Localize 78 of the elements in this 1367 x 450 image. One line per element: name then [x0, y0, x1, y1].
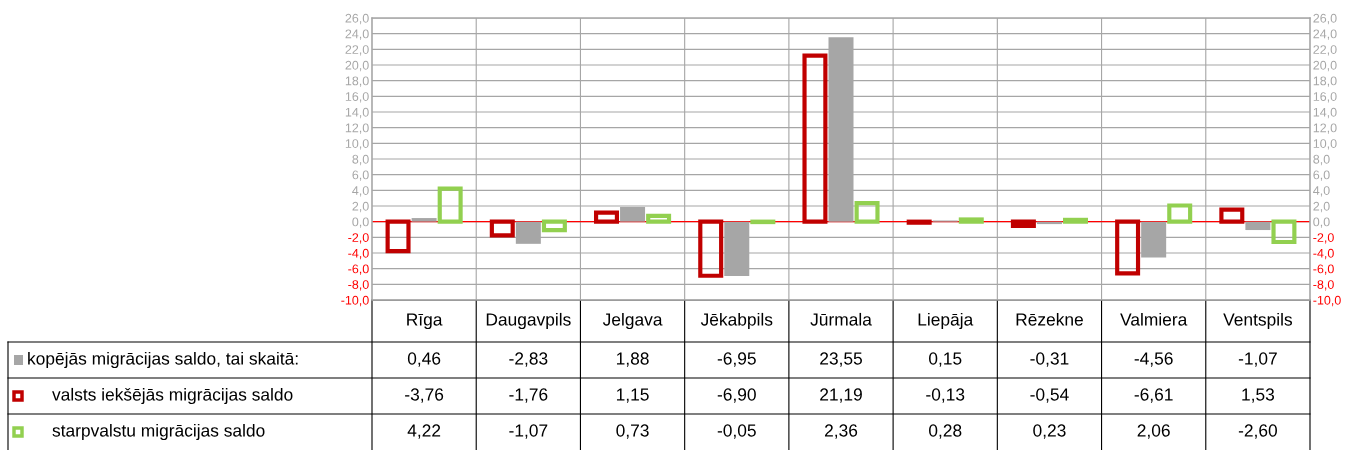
y2-tick-label: -4,0	[1313, 248, 1334, 260]
y2-tick-label: 18,0	[1313, 76, 1337, 87]
data-label: -6,95	[717, 352, 756, 367]
data-label: -0,13	[926, 388, 965, 403]
legend-label: valsts iekšējās migrācijas saldo	[52, 387, 293, 405]
y-tick-label: 12,0	[345, 123, 369, 134]
y2-tick-label: 8,0	[1313, 154, 1330, 166]
data-label: 23,55	[820, 352, 862, 367]
data-label: 1,88	[616, 352, 649, 367]
data-label: -4,56	[1134, 352, 1173, 367]
bar	[1245, 221, 1271, 231]
y-tick-label: 26,0	[345, 13, 369, 25]
data-label: -0,31	[1030, 352, 1069, 367]
y-tick-label: 2,0	[352, 201, 369, 213]
data-label: -6,61	[1134, 388, 1173, 403]
legend-label: starpvalstu migrācijas saldo	[52, 423, 265, 441]
y-tick-label: 4,0	[352, 186, 369, 197]
data-label: 1,15	[616, 388, 649, 403]
y-tick-label: -8,0	[348, 280, 369, 291]
data-label: 0,23	[1033, 424, 1066, 439]
data-label: 0,28	[929, 424, 962, 439]
x-tick-label: Valmiera	[1120, 312, 1188, 326]
x-tick-label: Rēzekne	[1016, 312, 1083, 326]
y-tick-label: 16,0	[345, 92, 369, 103]
y2-tick-label: 10,0	[1313, 139, 1337, 150]
y-tick-label: 14,0	[345, 107, 369, 119]
data-label: -3,76	[405, 388, 444, 403]
data-label: -1,76	[509, 388, 548, 403]
x-tick-label: Liepāja	[918, 312, 974, 330]
data-label: -2,60	[1238, 424, 1277, 439]
data-label: 0,73	[616, 424, 649, 439]
y2-tick-label: 22,0	[1313, 45, 1337, 56]
y2-tick-label: 2,0	[1313, 201, 1330, 213]
y-tick-label: -4,0	[348, 248, 369, 260]
y-tick-label: -6,0	[348, 264, 369, 275]
data-label: 2,36	[824, 424, 858, 439]
y2-tick-label: 14,0	[1313, 107, 1337, 119]
y-tick-label: 24,0	[345, 29, 369, 40]
data-label: -6,90	[717, 388, 756, 403]
x-tick-label: Jūrmala	[810, 312, 872, 326]
y2-tick-label: 26,0	[1313, 13, 1337, 25]
y2-tick-label: 6,0	[1313, 170, 1330, 181]
data-label: 1,53	[1242, 388, 1275, 403]
y-tick-label: -2,0	[348, 233, 369, 244]
y2-tick-label: -8,0	[1313, 280, 1334, 291]
x-tick-label: Jelgava	[602, 312, 663, 330]
data-label: -0,05	[717, 424, 756, 439]
data-label: 0,46	[407, 352, 441, 367]
y2-tick-label: 12,0	[1313, 123, 1337, 134]
y-tick-label: 18,0	[345, 76, 369, 87]
y-tick-label: 10,0	[345, 139, 369, 150]
data-label: -2,83	[509, 352, 548, 367]
y2-tick-label: 0,0	[1313, 217, 1330, 228]
y2-tick-label: -2,0	[1313, 233, 1334, 244]
y2-tick-label: -6,0	[1313, 264, 1334, 275]
y-tick-label: 8,0	[352, 154, 369, 166]
x-tick-label: Jēkabpils	[700, 312, 773, 330]
data-label: -1,07	[1238, 352, 1277, 367]
data-label: 21,19	[820, 388, 862, 403]
x-tick-label: Daugavpils	[486, 312, 571, 330]
x-tick-label: Ventspils	[1223, 312, 1293, 330]
y2-tick-label: 4,0	[1313, 186, 1330, 197]
data-label: -0,54	[1030, 388, 1069, 403]
y2-tick-label: -10,0	[1313, 295, 1341, 307]
legend-label: kopējās migrācijas saldo, tai skaitā:	[28, 351, 298, 369]
y-tick-label: 20,0	[345, 60, 369, 72]
data-label: 0,15	[929, 352, 962, 367]
y2-tick-label: 24,0	[1313, 29, 1337, 40]
y2-tick-label: 20,0	[1313, 60, 1337, 72]
y-tick-label: 6,0	[352, 170, 369, 181]
y-tick-label: -10,0	[341, 295, 369, 307]
data-label: -1,07	[509, 424, 548, 439]
y-tick-label: 0,0	[352, 217, 369, 228]
y2-tick-label: 16,0	[1313, 92, 1337, 103]
x-tick-label: Rīga	[407, 313, 443, 330]
data-label: 4,22	[407, 424, 441, 439]
data-label: 2,06	[1137, 424, 1170, 439]
y-tick-label: 22,0	[345, 45, 369, 56]
